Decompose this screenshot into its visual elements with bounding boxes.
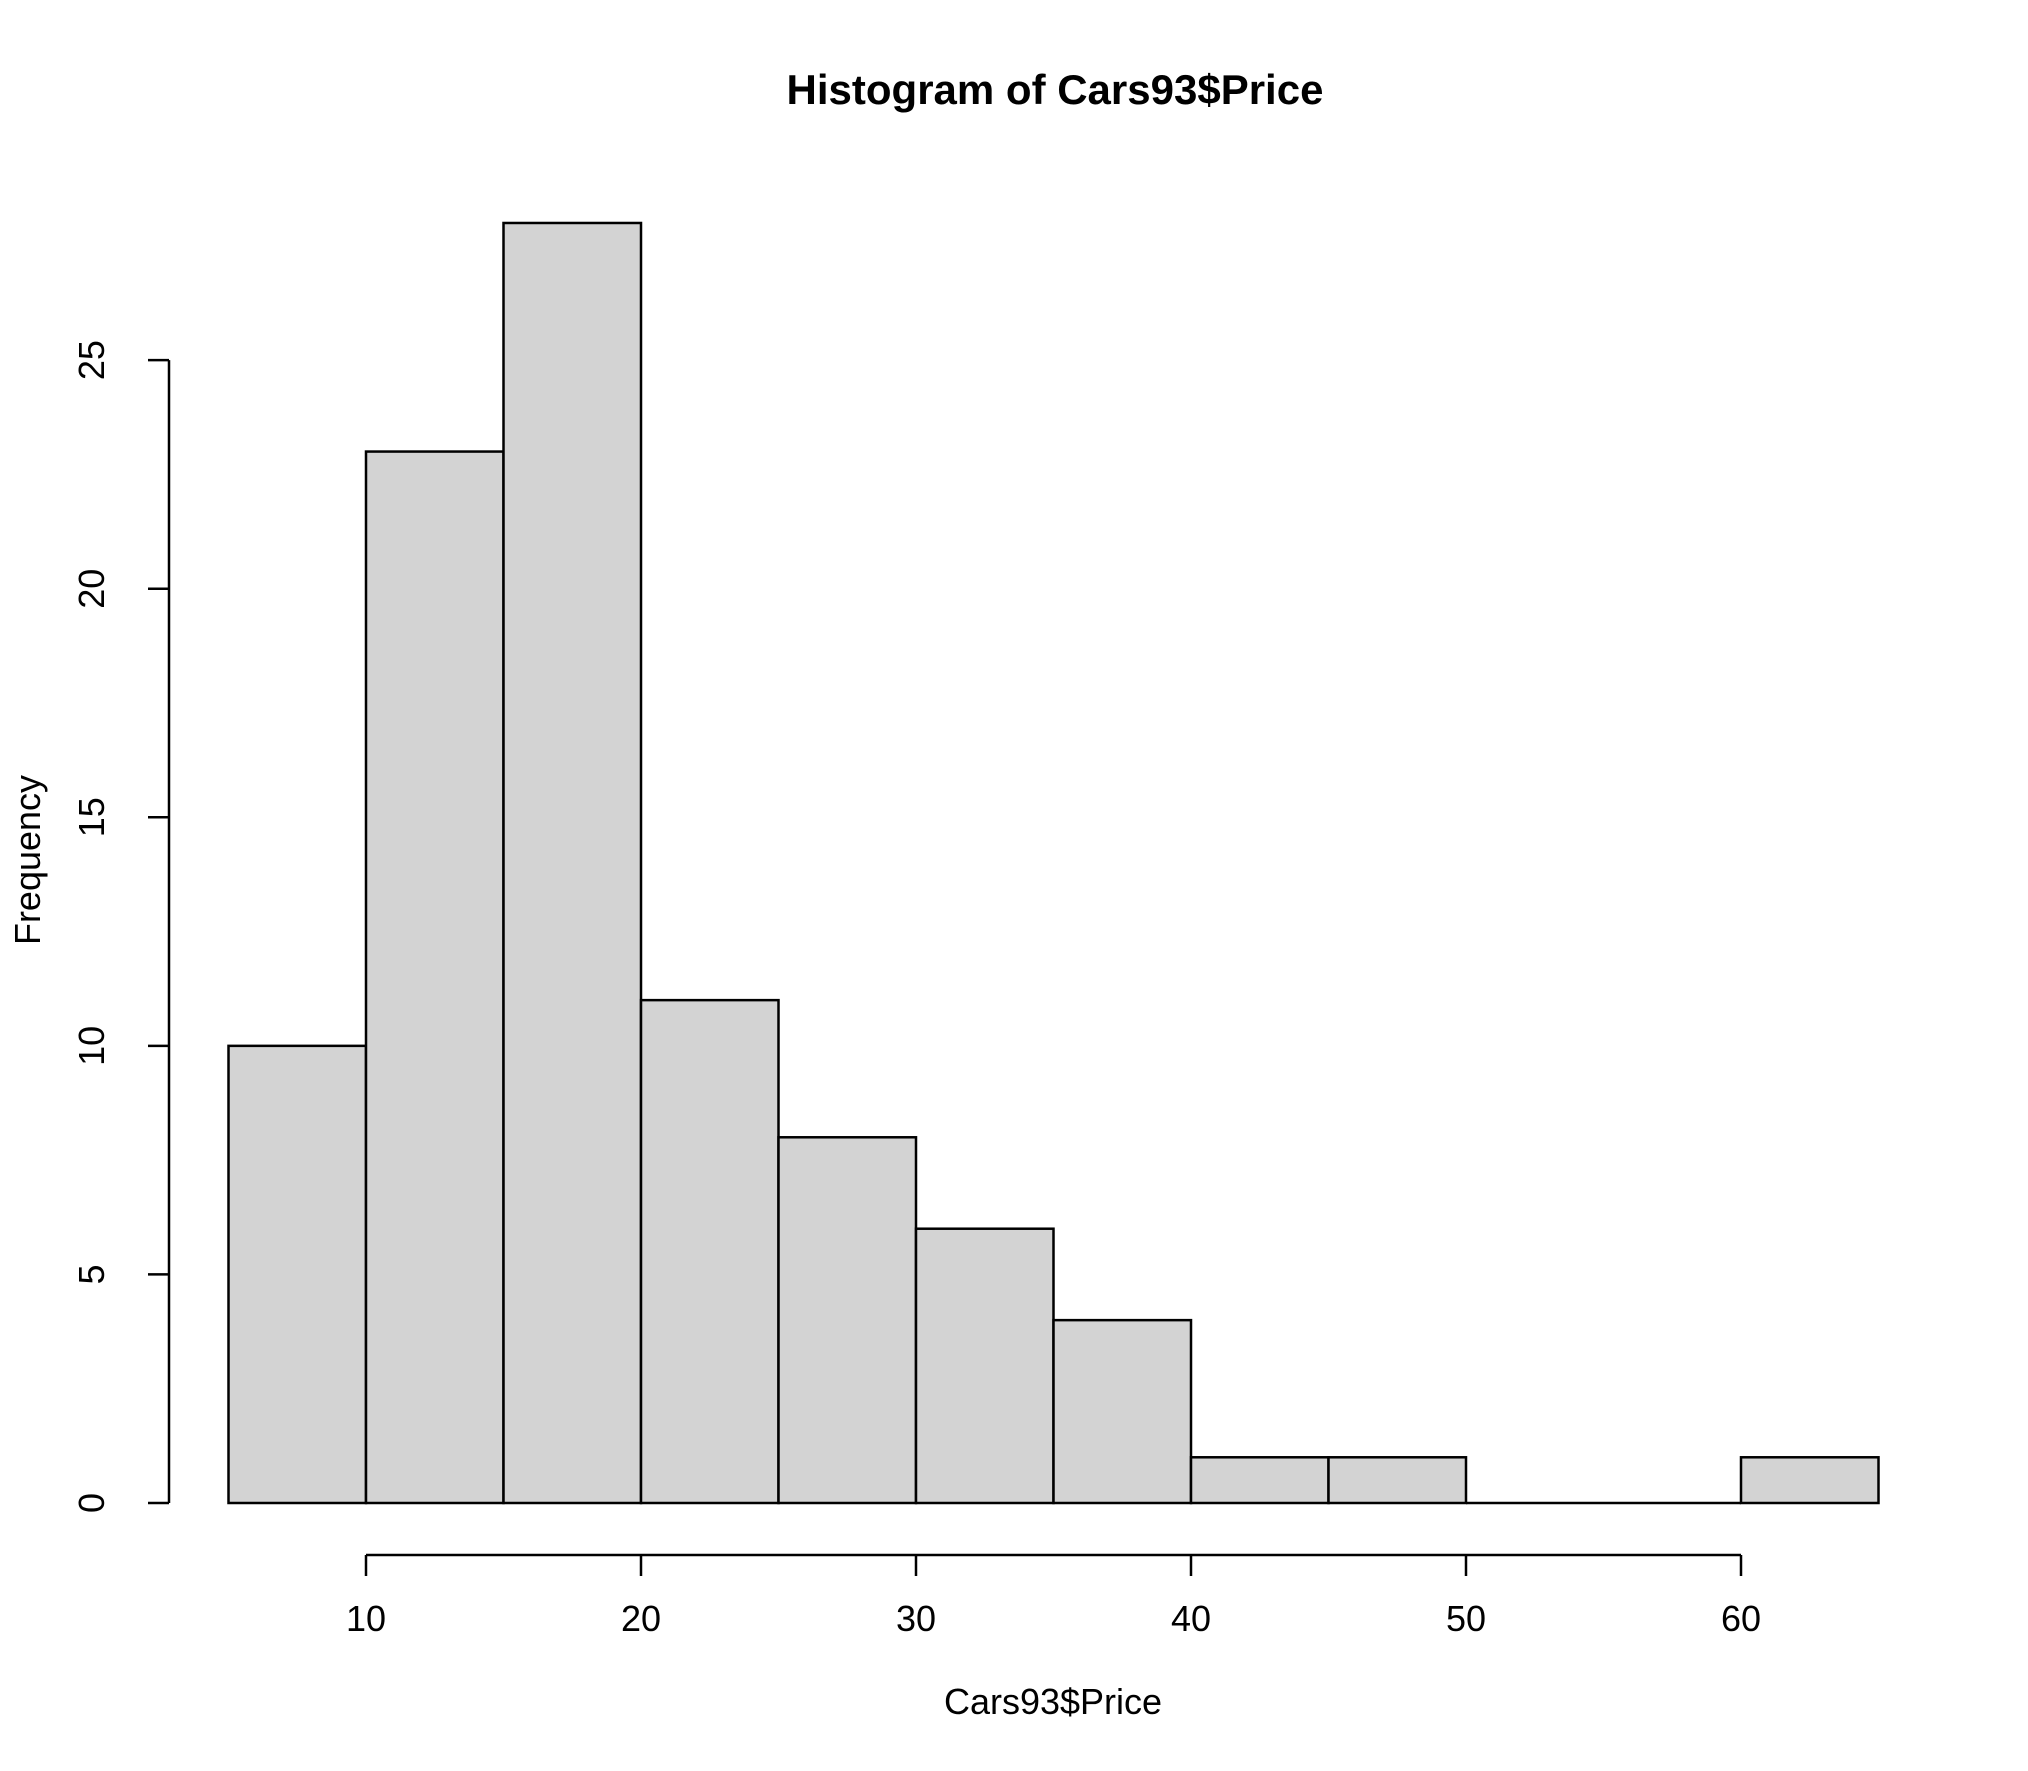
y-tick-label: 20 bbox=[71, 569, 112, 609]
histogram-bar bbox=[1327, 1456, 1468, 1505]
histogram-bar bbox=[502, 221, 643, 1505]
y-tick-label: 25 bbox=[71, 340, 112, 380]
x-axis: 10 20 30 40 50 60 bbox=[346, 1553, 1761, 1639]
histogram-bar bbox=[1052, 1318, 1193, 1505]
y-tick-label: 0 bbox=[71, 1493, 112, 1513]
histogram-bar bbox=[227, 1044, 368, 1505]
y-tick-label: 5 bbox=[71, 1264, 112, 1284]
histogram-bar bbox=[639, 998, 780, 1505]
histogram-bar bbox=[914, 1227, 1055, 1505]
bars-group bbox=[227, 221, 1880, 1505]
histogram-bar bbox=[364, 450, 505, 1505]
x-tick-label: 60 bbox=[1721, 1598, 1761, 1639]
x-tick-label: 20 bbox=[621, 1598, 661, 1639]
y-tick-label: 15 bbox=[71, 797, 112, 837]
x-tick-label: 50 bbox=[1446, 1598, 1486, 1639]
histogram-bar bbox=[777, 1136, 918, 1505]
y-axis-label: Frequency bbox=[7, 775, 48, 945]
x-tick-label: 10 bbox=[346, 1598, 386, 1639]
x-tick-label: 40 bbox=[1171, 1598, 1211, 1639]
y-tick-label: 10 bbox=[71, 1026, 112, 1066]
histogram-bar bbox=[1739, 1456, 1880, 1505]
x-tick-label: 30 bbox=[896, 1598, 936, 1639]
x-axis-label: Cars93$Price bbox=[944, 1681, 1162, 1722]
histogram-bar bbox=[1189, 1456, 1330, 1505]
chart-title: Histogram of Cars93$Price bbox=[787, 66, 1324, 113]
y-axis: 0 5 10 15 20 25 bbox=[71, 340, 171, 1513]
